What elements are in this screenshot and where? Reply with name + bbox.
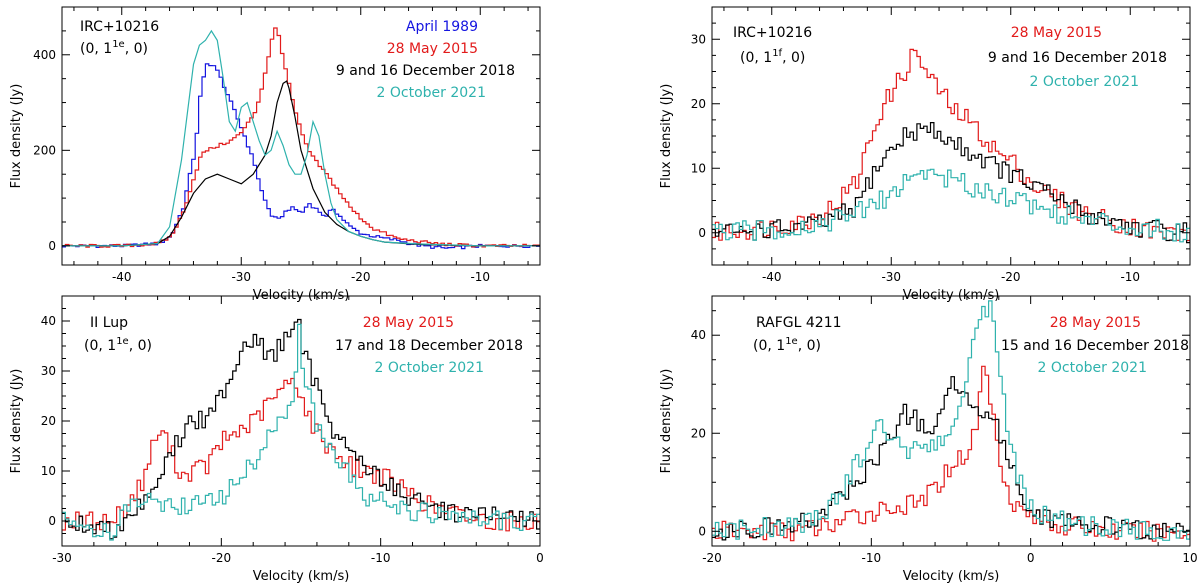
series-line-9-and-16-december-2018 [712, 122, 1190, 244]
series-line-9-and-16-december-2018 [62, 80, 540, 247]
y-axis-label: Flux density (Jy) [9, 369, 24, 474]
x-tick-label: 0 [536, 551, 544, 565]
x-tick-label: -40 [112, 270, 132, 284]
panel-transition-label: (0, 11e, 0) [80, 39, 148, 57]
legend-entry-dec-2018: 9 and 16 December 2018 [988, 50, 1167, 66]
x-axis-label: Velocity (km/s) [903, 569, 1000, 584]
legend-entry-2-october-2021: 2 October 2021 [1030, 74, 1139, 90]
y-tick-label: 20 [41, 414, 56, 428]
y-tick-label: 20 [691, 426, 706, 440]
x-tick-label: -20 [702, 551, 722, 565]
series-line-15-and-16-december-2018 [712, 376, 1190, 541]
series-line-2-october-2021 [62, 29, 540, 247]
panel-irc10216-1f: IRC+10216 (0, 11f, 0) 28 May 2015 9 and … [659, 6, 1191, 303]
legend-entry-2-october-2021: 2 October 2021 [1038, 360, 1147, 376]
series-line-28-may-2015 [62, 27, 540, 248]
panel-object-label: IRC+10216 [80, 19, 159, 35]
series-line-2-october-2021 [62, 323, 540, 541]
x-tick-label: -30 [231, 270, 251, 284]
plot-frame [711, 295, 1191, 547]
y-axis-label: Flux density (Jy) [9, 84, 24, 189]
x-tick-label: -20 [212, 551, 232, 565]
legend-entry-28-may-2015: 28 May 2015 [363, 315, 454, 331]
panel-ii-lup: II Lup (0, 11e, 0) 28 May 2015 17 and 18… [9, 295, 544, 584]
panel-object-label: IRC+10216 [733, 25, 812, 41]
y-tick-label: 30 [691, 32, 706, 46]
legend-entry-april-1989: April 1989 [406, 19, 478, 35]
series-line-2-october-2021 [712, 168, 1190, 243]
panel-object-label: II Lup [90, 315, 128, 331]
x-tick-label: -20 [351, 270, 371, 284]
y-tick-label: 0 [698, 226, 706, 240]
legend-entry-28-may-2015: 28 May 2015 [1050, 315, 1141, 331]
legend-entry-2-october-2021: 2 October 2021 [375, 360, 484, 376]
x-tick-label: 10 [1182, 551, 1197, 565]
series-line-2-october-2021 [712, 300, 1190, 541]
y-tick-label: 200 [33, 143, 56, 157]
x-tick-label: -20 [1001, 270, 1021, 284]
plot-frame [711, 6, 1191, 266]
y-axis-label: Flux density (Jy) [659, 369, 674, 474]
x-tick-label: -10 [470, 270, 490, 284]
plot-frame [61, 6, 541, 266]
y-tick-label: 20 [691, 97, 706, 111]
y-tick-label: 40 [691, 328, 706, 342]
x-tick-label: 0 [1027, 551, 1035, 565]
x-tick-label: -10 [1120, 270, 1140, 284]
panel-transition-label: (0, 11f, 0) [740, 48, 805, 66]
panel-transition-label: (0, 11e, 0) [84, 336, 152, 354]
legend-entry-28-may-2015: 28 May 2015 [387, 41, 478, 57]
y-tick-label: 10 [691, 161, 706, 175]
x-axis-label: Velocity (km/s) [253, 569, 350, 584]
y-tick-label: 400 [33, 48, 56, 62]
y-tick-label: 0 [698, 524, 706, 538]
x-tick-label: -30 [881, 270, 901, 284]
panel-rafgl-4211: RAFGL 4211 (0, 11e, 0) 28 May 2015 15 an… [659, 295, 1198, 584]
legend-entry-dec-2018: 9 and 16 December 2018 [336, 63, 515, 79]
legend-entry-dec-2018: 15 and 16 December 2018 [1001, 338, 1189, 354]
panel-object-label: RAFGL 4211 [756, 315, 842, 331]
legend-entry-2-october-2021: 2 October 2021 [377, 85, 486, 101]
y-axis-label: Flux density (Jy) [659, 84, 674, 189]
x-tick-label: -10 [862, 551, 882, 565]
legend-entry-28-may-2015: 28 May 2015 [1011, 25, 1102, 41]
y-tick-label: 30 [41, 364, 56, 378]
y-tick-label: 0 [48, 514, 56, 528]
y-tick-label: 40 [41, 314, 56, 328]
legend-entry-dec-2018: 17 and 18 December 2018 [335, 338, 523, 354]
x-tick-label: -40 [762, 270, 782, 284]
panel-transition-label: (0, 11e, 0) [753, 336, 821, 354]
series-line-28-may-2015 [62, 377, 540, 532]
x-tick-label: -10 [371, 551, 391, 565]
y-tick-label: 0 [48, 239, 56, 253]
x-tick-label: -30 [52, 551, 72, 565]
series-line-28-may-2015 [712, 365, 1190, 542]
panel-irc10216-1e: IRC+10216 (0, 11e, 0) April 1989 28 May … [9, 6, 541, 303]
y-tick-label: 10 [41, 464, 56, 478]
